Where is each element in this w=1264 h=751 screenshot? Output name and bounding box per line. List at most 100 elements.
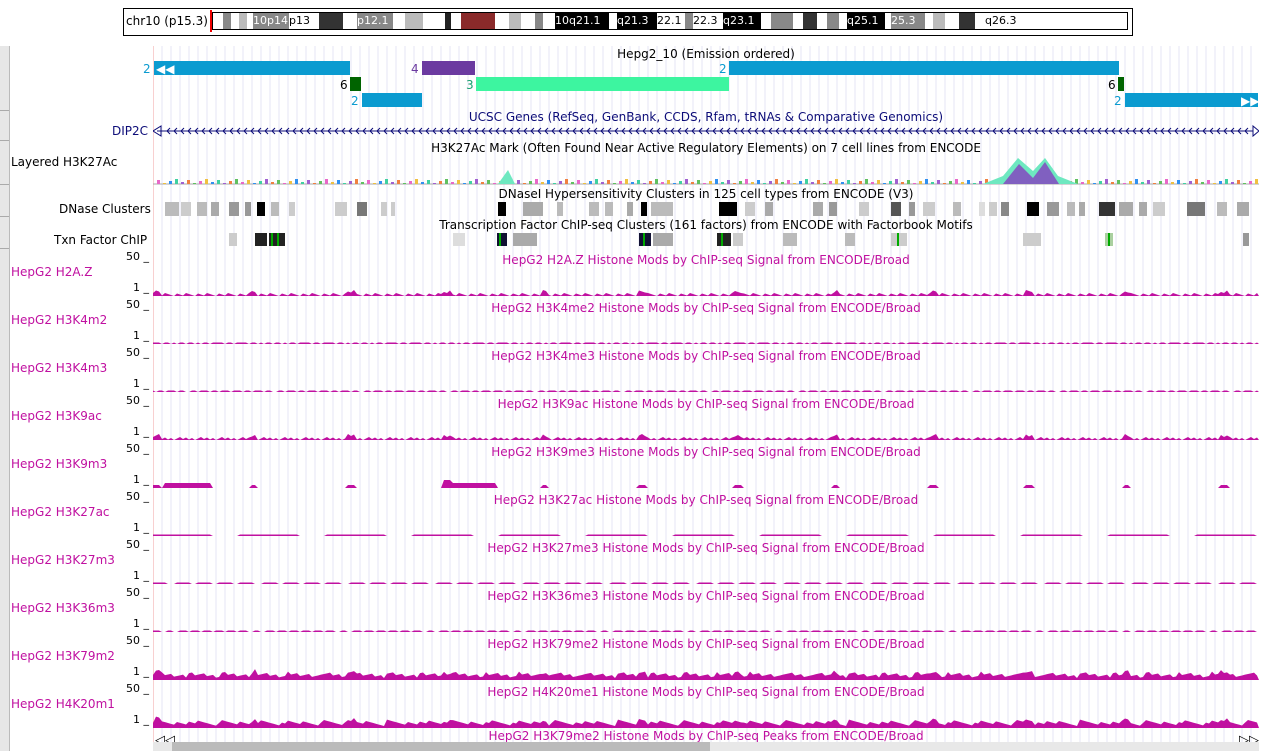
ideogram-band[interactable] — [945, 13, 959, 29]
ideogram-band[interactable] — [609, 13, 617, 29]
ideogram-band[interactable] — [319, 13, 343, 29]
ideogram-band[interactable] — [975, 13, 985, 29]
ideogram-band[interactable] — [793, 13, 803, 29]
signal-track-label[interactable]: HepG2 H3K27m3 — [11, 553, 115, 567]
ideogram-band[interactable]: 22.1 — [657, 13, 685, 29]
chromosome-ideogram[interactable]: 10p14 p13 p12.1 10q21.1 q21.3 22.1 22.3 q23.1 q2… — [212, 12, 1128, 30]
ideogram-band[interactable] — [509, 13, 521, 29]
track-button-dnase[interactable] — [0, 184, 9, 217]
gene-strand-arrow — [1146, 127, 1151, 135]
signal-track-label[interactable]: HepG2 H3K9m3 — [11, 457, 108, 471]
gene-strand-arrow — [292, 127, 297, 135]
h3k27ac-mark — [589, 181, 592, 184]
ideogram-band[interactable]: q21.3 — [617, 13, 657, 29]
ideogram-band[interactable] — [959, 13, 975, 29]
ideogram-band[interactable] — [521, 13, 535, 29]
gene-strand-arrow — [635, 127, 640, 135]
ideogram-band[interactable]: 22.3 — [693, 13, 723, 29]
signal-track-label[interactable]: HepG2 H2A.Z — [11, 265, 93, 279]
ideogram-band[interactable]: q26.3 — [985, 13, 1019, 29]
signal-track-label[interactable]: HepG2 H3K36m3 — [11, 601, 115, 615]
ideogram-band[interactable] — [817, 13, 827, 29]
ideogram-band[interactable]: q25.1 — [847, 13, 885, 29]
ideogram-band[interactable] — [393, 13, 405, 29]
ideogram-band[interactable] — [223, 13, 231, 29]
h3k27ac-mark — [601, 182, 604, 184]
ideogram-band[interactable] — [213, 13, 223, 29]
txn-track-label[interactable]: Txn Factor ChIP — [54, 233, 148, 247]
h3k27ac-mark — [1099, 181, 1102, 184]
track-area[interactable]: ◀◀ ▶▶ ◁◁ ▷▷ Hepg2_10 (Emission ordered) UCS… — [153, 46, 1259, 751]
h3k27ac-mark — [1111, 182, 1114, 184]
track-button-h3k27ac[interactable] — [0, 140, 9, 185]
gene-strand-arrow — [558, 127, 563, 135]
ideogram-band[interactable] — [925, 13, 933, 29]
ideogram-band[interactable] — [771, 13, 793, 29]
gene-strand-arrow — [362, 127, 367, 135]
gene-strand-arrow — [404, 127, 409, 135]
ideogram-band[interactable]: 25.3 — [891, 13, 925, 29]
tf-motif — [643, 233, 645, 246]
track-button-column — [0, 46, 10, 751]
gene-strand-arrow — [614, 127, 619, 135]
ideogram-band[interactable] — [761, 13, 771, 29]
ideogram-band[interactable] — [343, 13, 357, 29]
ideogram-band[interactable] — [495, 13, 509, 29]
gene-strand-arrow — [173, 127, 178, 135]
tracks-canvas[interactable]: ◀◀▶▶◁◁ ▷▷ — [153, 46, 1259, 751]
gene-strand-arrow — [1006, 127, 1011, 135]
ideogram-band[interactable] — [543, 13, 555, 29]
ideogram-band[interactable] — [231, 13, 239, 29]
signal-track-label[interactable]: HepG2 H4K20m1 — [11, 697, 115, 711]
ideogram-band[interactable]: 10p14 — [253, 13, 289, 29]
h3k27ac-mark — [1105, 179, 1108, 184]
ideogram-band[interactable]: p13 — [289, 13, 319, 29]
signal-track-label[interactable]: HepG2 H3K4m3 — [11, 361, 108, 375]
signal-track-title: HepG2 H4K20me1 Histone Mods by ChIP-seq … — [487, 685, 925, 699]
gene-name-label[interactable]: DIP2C — [112, 124, 149, 138]
ideogram-band[interactable] — [933, 13, 945, 29]
gene-strand-arrow — [264, 127, 269, 135]
ideogram-band[interactable] — [827, 13, 839, 29]
h3k27ac-mark — [541, 182, 544, 184]
ideogram-band[interactable] — [839, 13, 847, 29]
h3k27ac-mark — [205, 179, 208, 184]
track-button-hmm[interactable] — [0, 46, 9, 111]
signal-scale-min: 1 _ — [133, 473, 149, 486]
gene-strand-arrow — [1181, 127, 1186, 135]
hmm-state-bar — [729, 61, 1119, 75]
ideogram-band[interactable] — [423, 13, 445, 29]
h3k27ac-mark — [655, 179, 658, 184]
ideogram-band[interactable]: p12.1 — [357, 13, 393, 29]
ideogram-band[interactable] — [803, 13, 817, 29]
track-button-genes[interactable] — [0, 110, 9, 141]
gene-strand-arrow — [327, 127, 332, 135]
signal-track-label[interactable]: HepG2 H3K27ac — [11, 505, 110, 519]
scrollbar-thumb[interactable] — [172, 742, 710, 751]
signal-track-label[interactable]: HepG2 H3K79m2 — [11, 649, 115, 663]
ideogram-band[interactable] — [685, 13, 693, 29]
signal-track-label[interactable]: HepG2 H3K4m2 — [11, 313, 108, 327]
ideogram-band[interactable] — [445, 13, 451, 29]
gene-strand-arrow — [768, 127, 773, 135]
signal-track-label[interactable]: HepG2 H3K9ac — [11, 409, 102, 423]
h3k27ac-mark — [445, 179, 448, 184]
h3k27ac-track-label[interactable]: Layered H3K27Ac — [11, 155, 118, 169]
ideogram-band[interactable] — [405, 13, 423, 29]
ideogram-band[interactable] — [885, 13, 891, 29]
ideogram-band[interactable]: 10q21.1 — [555, 13, 609, 29]
gene-strand-arrow — [845, 127, 850, 135]
ideogram-band[interactable]: q23.1 — [723, 13, 761, 29]
h3k27ac-mark — [709, 181, 712, 184]
ideogram-band[interactable] — [461, 13, 495, 29]
hmm-state-label: 6 — [340, 78, 348, 92]
gene-strand-arrow — [432, 127, 437, 135]
ideogram-band[interactable] — [239, 13, 247, 29]
ideogram-band[interactable] — [535, 13, 543, 29]
track-button-txn[interactable] — [0, 216, 9, 249]
signal-track-title: HepG2 H3K79me2 Histone Mods by ChIP-seq … — [487, 637, 925, 651]
ideogram-band[interactable] — [451, 13, 461, 29]
dnase-track-label[interactable]: DNase Clusters — [59, 202, 151, 216]
ideogram-band[interactable] — [247, 13, 253, 29]
gene-strand-arrow — [1076, 127, 1081, 135]
